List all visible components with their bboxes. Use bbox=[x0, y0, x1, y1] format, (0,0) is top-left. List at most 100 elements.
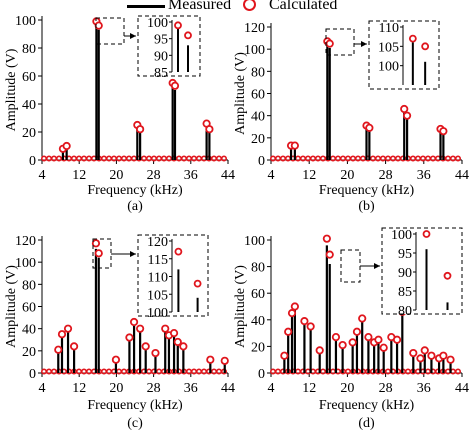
inset-y-tick-label: 85 bbox=[398, 285, 412, 300]
x-tick-label: 4 bbox=[39, 381, 46, 396]
x-tick-label: 4 bbox=[268, 168, 275, 183]
y-tick-label: 100 bbox=[244, 43, 265, 58]
calculated-baseline-marker bbox=[274, 368, 281, 375]
zoom-box bbox=[95, 17, 125, 45]
y-tick-label: 80 bbox=[251, 65, 265, 80]
calculated-baseline-marker bbox=[121, 368, 128, 375]
inset-y-tick-label: 110 bbox=[148, 271, 168, 286]
calculated-marker bbox=[325, 250, 334, 259]
calculated-baseline-marker bbox=[359, 155, 366, 162]
calculated-baseline-marker bbox=[45, 155, 52, 162]
x-tick-label: 36 bbox=[184, 381, 198, 396]
y-tick-label: 80 bbox=[251, 261, 265, 276]
y-tick-label: 120 bbox=[244, 21, 265, 36]
inset-calculated-marker bbox=[443, 271, 452, 280]
y-tick-label: 40 bbox=[22, 98, 36, 113]
calculated-baseline-marker bbox=[419, 155, 426, 162]
calculated-marker bbox=[315, 346, 324, 355]
inset: 100 105 110 bbox=[368, 20, 440, 90]
x-tick-label: 28 bbox=[147, 168, 161, 183]
inset-calculated-marker bbox=[422, 230, 431, 238]
calculated-baseline-marker bbox=[161, 155, 168, 162]
calculated-baseline-marker bbox=[299, 155, 306, 162]
y-tick-label: 0 bbox=[258, 367, 265, 382]
calculated-baseline-marker bbox=[221, 155, 228, 162]
calculated-marker bbox=[206, 355, 215, 364]
connector-arrowhead bbox=[374, 263, 380, 269]
x-axis-label: Frequency (kHz) bbox=[319, 183, 415, 198]
calculated-marker bbox=[402, 111, 412, 120]
calculated-baseline-marker bbox=[414, 155, 421, 162]
x-axis-label: Frequency (kHz) bbox=[319, 398, 415, 413]
calculated-marker bbox=[63, 324, 73, 333]
x-tick-label: 20 bbox=[109, 381, 123, 396]
inset-y-tick-label: 110 bbox=[379, 21, 399, 36]
calculated-baseline-marker bbox=[309, 155, 316, 162]
y-tick-label: 40 bbox=[251, 110, 265, 125]
calculated-marker bbox=[358, 314, 367, 323]
inset-calculated-marker bbox=[193, 279, 202, 288]
calculated-baseline-marker bbox=[76, 155, 83, 162]
x-tick-label: 4 bbox=[268, 381, 275, 396]
y-tick-label: 100 bbox=[15, 256, 36, 271]
calculated-marker bbox=[420, 346, 429, 355]
calculated-marker bbox=[161, 324, 170, 333]
connector-arrowhead bbox=[130, 251, 136, 257]
inset-y-tick-label: 105 bbox=[147, 288, 168, 303]
connector-arrowhead bbox=[361, 41, 367, 47]
inset-y-tick-label: 95 bbox=[398, 247, 412, 262]
x-tick-label: 28 bbox=[379, 381, 393, 396]
calculated-baseline-marker bbox=[40, 368, 47, 375]
calculated-marker bbox=[129, 317, 139, 327]
calculated-baseline-marker bbox=[211, 155, 218, 162]
x-tick-label: 28 bbox=[147, 381, 161, 396]
x-tick-label: 20 bbox=[340, 168, 354, 183]
calculated-baseline-marker bbox=[284, 155, 291, 162]
inset-y-tick-label: 95 bbox=[154, 33, 168, 48]
inset-y-tick-label: 100 bbox=[391, 228, 412, 243]
calculated-baseline-marker bbox=[50, 155, 57, 162]
x-tick-label: 36 bbox=[417, 168, 431, 183]
y-tick-label: 20 bbox=[251, 340, 265, 355]
y-axis-label: Amplitude (V) bbox=[233, 265, 248, 348]
calculated-marker bbox=[331, 332, 341, 342]
calculated-baseline-marker bbox=[379, 155, 386, 162]
calculated-baseline-marker bbox=[454, 155, 461, 162]
calculated-baseline-marker bbox=[106, 368, 113, 375]
chart-panel-2: 0 20 40 60 80 100 120 4 12 20 28 36 44 Frequency (kHz… bbox=[233, 20, 469, 214]
y-tick-label: 20 bbox=[251, 132, 265, 147]
calculated-baseline-marker bbox=[146, 155, 153, 162]
inset: 80 85 90 95 100 bbox=[381, 227, 463, 319]
y-tick-label: 60 bbox=[22, 301, 36, 316]
calculated-baseline-marker bbox=[294, 368, 301, 375]
calculated-baseline-marker bbox=[304, 155, 311, 162]
y-tick-label: 20 bbox=[22, 345, 36, 360]
inset-y-tick-label: 100 bbox=[147, 16, 168, 31]
y-axis-label: Amplitude (V) bbox=[4, 265, 19, 348]
chart-panel-4: 0 20 40 60 80 100 4 12 20 28 36 44 Frequency (kHz) Am… bbox=[233, 227, 469, 431]
inset: 100 105 110 115 120 bbox=[137, 234, 209, 321]
panel-label: (c) bbox=[127, 416, 143, 431]
calculated-baseline-marker bbox=[394, 155, 401, 162]
zoom-box bbox=[92, 238, 112, 269]
calculated-baseline-marker bbox=[339, 155, 346, 162]
inset-y-tick-label: 100 bbox=[378, 60, 399, 75]
inset-calculated-marker bbox=[421, 42, 430, 51]
calculated-baseline-marker bbox=[86, 368, 93, 375]
calculated-baseline-marker bbox=[429, 155, 436, 162]
panel-label: (b) bbox=[358, 199, 375, 214]
calculated-baseline-marker bbox=[424, 368, 431, 375]
inset-calculated-marker bbox=[174, 247, 183, 256]
calculated-marker bbox=[352, 327, 362, 336]
y-tick-label: 20 bbox=[22, 126, 36, 141]
inset-y-tick-label: 100 bbox=[147, 306, 168, 321]
calculated-marker bbox=[57, 330, 67, 339]
inset-frame bbox=[368, 20, 440, 90]
calculated-marker bbox=[111, 355, 121, 364]
calculated-baseline-marker bbox=[454, 368, 461, 375]
calculated-baseline-marker bbox=[116, 368, 123, 375]
calculated-baseline-marker bbox=[71, 155, 78, 162]
calculated-baseline-marker bbox=[131, 155, 138, 162]
calculated-baseline-marker bbox=[344, 155, 351, 162]
x-tick-label: 36 bbox=[417, 381, 431, 396]
